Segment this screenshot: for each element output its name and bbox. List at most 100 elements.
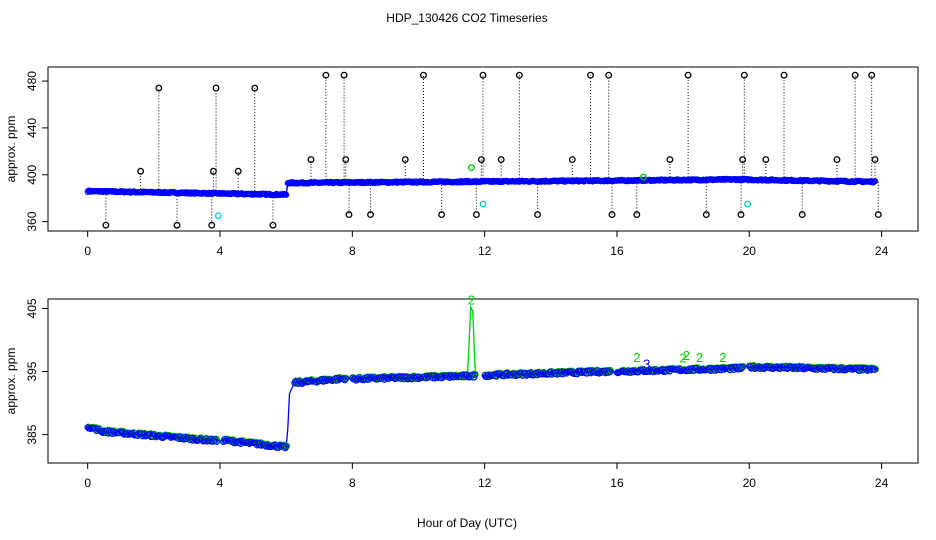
outlier-point bbox=[868, 71, 876, 79]
outlier-point bbox=[342, 156, 350, 163]
co2-point bbox=[471, 371, 478, 379]
x-tick-label: 24 bbox=[875, 476, 889, 490]
top-panel: 0 4 8 12 16 20 24 360 400 440 480 approx. ppm bbox=[4, 66, 919, 258]
point-label: 2 bbox=[633, 350, 640, 365]
outlier-point bbox=[740, 71, 748, 79]
outlier-point bbox=[251, 84, 259, 92]
plot-frame bbox=[47, 298, 919, 464]
co2-point bbox=[870, 179, 877, 186]
outlier-point bbox=[702, 211, 710, 219]
y-tick-label: 395 bbox=[25, 361, 39, 381]
outlier-point bbox=[307, 156, 315, 163]
outlier-point bbox=[208, 221, 216, 229]
outlier-point bbox=[102, 221, 110, 229]
outlier-point bbox=[477, 156, 485, 163]
co2-point bbox=[871, 366, 879, 373]
co2-point bbox=[283, 191, 290, 198]
x-axis-label: Hour of Day (UTC) bbox=[417, 516, 517, 530]
outlier-point bbox=[633, 211, 641, 219]
outlier-point bbox=[737, 211, 745, 219]
outlier-point bbox=[568, 156, 576, 163]
co2-point bbox=[282, 443, 290, 450]
outlier-point bbox=[851, 71, 859, 79]
outlier-point bbox=[739, 156, 747, 163]
green-point bbox=[639, 173, 647, 181]
outlier-point bbox=[137, 167, 145, 175]
x-tick-label: 16 bbox=[610, 476, 624, 490]
outlier-point bbox=[420, 71, 427, 79]
outlier-point bbox=[605, 71, 613, 79]
y-tick-label: 400 bbox=[25, 164, 39, 184]
outlier-point bbox=[340, 71, 348, 79]
x-tick-label: 20 bbox=[743, 244, 757, 258]
y-tick-label: 385 bbox=[25, 424, 39, 444]
co2-point bbox=[739, 363, 746, 371]
spike-line bbox=[466, 304, 477, 376]
x-tick-label: 12 bbox=[478, 244, 492, 258]
co2-point bbox=[341, 376, 348, 384]
outlier-point bbox=[472, 211, 480, 219]
point-label: 2 bbox=[468, 293, 475, 308]
outlier-point bbox=[269, 221, 277, 229]
y-axis-label: approx. ppm bbox=[4, 116, 18, 183]
outlier-point bbox=[587, 71, 594, 79]
cyan-point bbox=[214, 212, 222, 220]
x-tick-label: 8 bbox=[349, 244, 356, 258]
co2-point-green bbox=[872, 365, 879, 373]
outlier-point bbox=[608, 211, 616, 219]
outlier-point bbox=[874, 211, 882, 219]
y-tick-label: 360 bbox=[25, 211, 39, 231]
outlier-point bbox=[345, 211, 353, 219]
outlier-point bbox=[497, 156, 505, 163]
outlier-point bbox=[209, 167, 217, 175]
y-tick-label: 480 bbox=[25, 71, 39, 91]
point-label: 3 bbox=[643, 356, 650, 371]
co2-point-green bbox=[283, 442, 291, 450]
outlier-point bbox=[367, 211, 374, 219]
co2-point bbox=[871, 178, 879, 185]
co2-point bbox=[342, 375, 349, 382]
x-tick-label: 4 bbox=[217, 244, 224, 258]
outlier-point bbox=[534, 211, 542, 219]
outlier-point bbox=[438, 211, 446, 219]
outlier-point bbox=[515, 71, 523, 79]
outlier-point bbox=[684, 71, 692, 79]
outlier-point bbox=[173, 221, 181, 229]
co2-point-green bbox=[470, 370, 477, 378]
figure-title: HDP_130426 CO2 Timeseries bbox=[386, 11, 547, 25]
co2-point bbox=[213, 438, 220, 445]
outlier-point bbox=[479, 71, 487, 79]
plot-frame bbox=[47, 66, 919, 232]
x-tick-label: 4 bbox=[217, 476, 224, 490]
outlier-point bbox=[401, 156, 409, 163]
co2-point bbox=[738, 364, 745, 372]
outlier-point bbox=[798, 211, 806, 219]
x-tick-label: 8 bbox=[349, 476, 356, 490]
point-label: 2 bbox=[696, 350, 703, 365]
cyan-point bbox=[744, 200, 752, 208]
outlier-point bbox=[234, 167, 242, 175]
x-tick-label: 20 bbox=[743, 476, 757, 490]
point-label: 2 bbox=[680, 351, 687, 366]
outlier-point bbox=[666, 156, 674, 163]
outlier-point bbox=[762, 156, 770, 163]
co2-point-green bbox=[472, 371, 479, 378]
co2-point-green bbox=[607, 367, 615, 375]
outlier-point bbox=[155, 84, 163, 92]
x-tick-label: 0 bbox=[84, 476, 91, 490]
outlier-point bbox=[212, 84, 220, 92]
outlier-point bbox=[833, 156, 841, 163]
x-tick-label: 16 bbox=[610, 244, 624, 258]
x-tick-label: 0 bbox=[84, 244, 91, 258]
y-axis-label: approx. ppm bbox=[4, 348, 18, 415]
y-tick-label: 405 bbox=[25, 298, 39, 318]
co2-point bbox=[607, 368, 614, 375]
point-label: 2 bbox=[719, 350, 726, 365]
outlier-point bbox=[871, 156, 879, 163]
outlier-point bbox=[322, 71, 330, 79]
x-tick-label: 24 bbox=[875, 244, 889, 258]
outlier-point bbox=[780, 71, 788, 79]
cyan-point bbox=[479, 200, 487, 208]
